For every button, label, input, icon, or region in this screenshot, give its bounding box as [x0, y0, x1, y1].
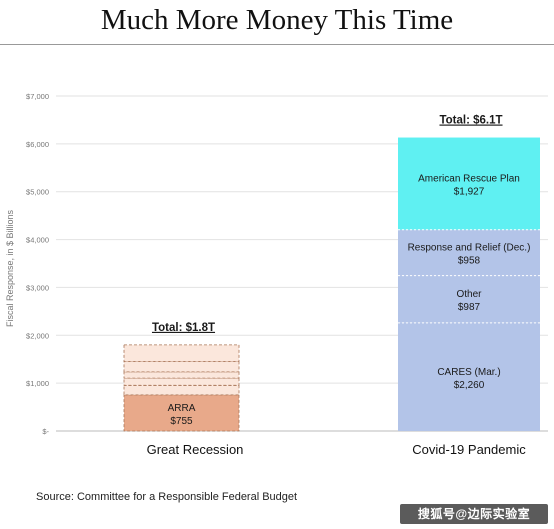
y-axis-label: Fiscal Response, in $ Billions — [5, 209, 15, 327]
bar-segment — [123, 384, 240, 396]
y-tick-label: $4,000 — [26, 236, 49, 245]
category-label: Covid-19 Pandemic — [412, 442, 526, 457]
y-tick-label: $7,000 — [26, 92, 49, 101]
y-tick-label: $1,000 — [26, 379, 49, 388]
segment-value-label: $958 — [458, 256, 481, 267]
bar-segment — [398, 229, 540, 276]
segment-value-label: $2,260 — [454, 380, 485, 391]
bar-segment — [123, 377, 240, 386]
y-tick-label: $- — [42, 427, 49, 436]
segment-value-label: $1,927 — [454, 187, 485, 198]
category-label: Great Recession — [147, 442, 244, 457]
chart-title: Much More Money This Time — [100, 4, 454, 36]
bar-segment — [398, 275, 540, 323]
bar-segment — [398, 322, 540, 431]
watermark: 搜狐号@边际实验室 — [400, 504, 548, 524]
bar-segment — [123, 344, 240, 362]
bar-segment — [398, 137, 540, 230]
y-tick-label: $3,000 — [26, 283, 49, 292]
y-tick-label: $6,000 — [26, 140, 49, 149]
bar-segment — [123, 360, 240, 373]
y-tick-label: $5,000 — [26, 188, 49, 197]
title-divider — [0, 44, 554, 45]
segment-name-label: ARRA — [168, 403, 196, 414]
segment-name-label: CARES (Mar.) — [437, 367, 500, 378]
y-tick-label: $2,000 — [26, 331, 49, 340]
segment-name-label: Other — [456, 289, 482, 300]
total-label: Total: $1.8T — [152, 322, 215, 334]
segment-value-label: $987 — [458, 302, 481, 313]
segment-name-label: American Rescue Plan — [418, 174, 520, 185]
bar-segment — [123, 371, 240, 379]
bar-segment — [123, 394, 240, 432]
segment-value-label: $755 — [170, 416, 193, 427]
segment-name-label: Response and Relief (Dec.) — [408, 243, 531, 254]
source-note: Source: Committee for a Responsible Fede… — [36, 491, 298, 503]
total-label: Total: $6.1T — [439, 115, 502, 127]
